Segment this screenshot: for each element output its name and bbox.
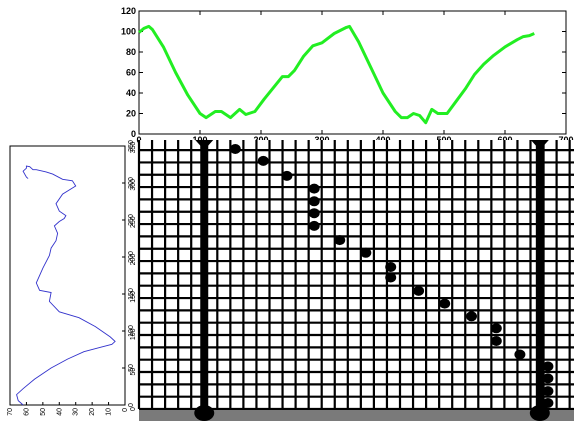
left-x-tick-label: 20 bbox=[89, 408, 96, 416]
main-data-point bbox=[385, 262, 397, 272]
left-y-tick-label: 300 bbox=[128, 177, 135, 189]
main-y-tick-label: 250 bbox=[130, 216, 137, 228]
main-y-tick-label: 150 bbox=[130, 291, 137, 303]
left-x-tick-label: 40 bbox=[56, 408, 63, 416]
main-y-tick-label: 300 bbox=[130, 179, 137, 191]
top-y-tick-label: 40 bbox=[126, 88, 136, 98]
left-x-tick-label: 10 bbox=[106, 408, 113, 416]
top-y-tick-label: 60 bbox=[126, 68, 136, 78]
main-scatter-grid-chart: 0 50 100 150 200 250 300 350 bbox=[130, 140, 574, 421]
left-y-tick-label: 100 bbox=[128, 325, 135, 337]
main-floor-bar bbox=[139, 409, 574, 421]
main-vertical-pole bbox=[200, 140, 209, 409]
main-data-point bbox=[466, 311, 477, 322]
left-y-tick-label: 350 bbox=[128, 140, 135, 152]
top-y-tick-label: 80 bbox=[126, 47, 136, 57]
main-data-point bbox=[308, 220, 320, 231]
main-pole-top-cap bbox=[530, 140, 549, 150]
main-data-point bbox=[229, 144, 241, 154]
main-data-point bbox=[490, 323, 502, 334]
top-y-tick-label: 20 bbox=[126, 109, 136, 119]
main-pole-base bbox=[194, 405, 215, 421]
main-pole-top-cap bbox=[195, 140, 214, 150]
left-y-tick-label: 200 bbox=[128, 251, 135, 263]
left-y-tick-label: 150 bbox=[128, 288, 135, 300]
main-data-point bbox=[360, 247, 372, 258]
main-y-tick-label: 350 bbox=[130, 142, 137, 154]
left-y-tick-label: 0 bbox=[128, 403, 135, 407]
main-vertical-pole bbox=[535, 140, 544, 409]
main-data-point bbox=[542, 398, 554, 408]
left-y-tick-label: 50 bbox=[128, 364, 135, 372]
left-x-tick-label: 60 bbox=[23, 408, 30, 416]
left-y-tick-label: 250 bbox=[128, 214, 135, 226]
main-pole-base bbox=[529, 405, 550, 421]
main-y-tick-label: 100 bbox=[130, 328, 137, 340]
left-x-tick-label: 70 bbox=[7, 408, 14, 416]
top-y-tick-label: 100 bbox=[121, 27, 136, 37]
main-y-tick-label: 50 bbox=[130, 368, 137, 376]
left-x-tick-label: 30 bbox=[73, 408, 80, 416]
main-data-point bbox=[385, 272, 397, 283]
main-data-point bbox=[308, 196, 320, 207]
left-x-tick-label: 0 bbox=[122, 408, 129, 412]
main-data-point bbox=[308, 208, 320, 219]
main-data-point bbox=[281, 170, 293, 181]
main-data-point bbox=[439, 298, 451, 309]
left-plot-frame bbox=[9, 145, 126, 406]
main-data-point bbox=[514, 349, 526, 360]
main-data-point bbox=[413, 285, 425, 296]
main-plot-background bbox=[139, 140, 574, 409]
main-data-point bbox=[257, 155, 269, 166]
top-series-line bbox=[138, 24, 535, 125]
left-x-tick-label: 50 bbox=[40, 408, 47, 416]
main-data-point bbox=[542, 361, 554, 372]
main-data-point bbox=[490, 336, 502, 346]
top-y-tick-label: 120 bbox=[121, 6, 136, 16]
main-data-point bbox=[308, 183, 320, 194]
main-data-point bbox=[334, 235, 346, 246]
main-data-point bbox=[542, 386, 554, 397]
main-y-tick-label: 0 bbox=[130, 407, 137, 411]
main-y-tick-label: 200 bbox=[130, 254, 137, 266]
top-y-tick-label: 0 bbox=[131, 129, 136, 139]
top-line-chart: 0100200300400500600700020406080100120 bbox=[121, 6, 574, 145]
left-series-line bbox=[16, 165, 116, 406]
main-data-point bbox=[542, 373, 554, 384]
